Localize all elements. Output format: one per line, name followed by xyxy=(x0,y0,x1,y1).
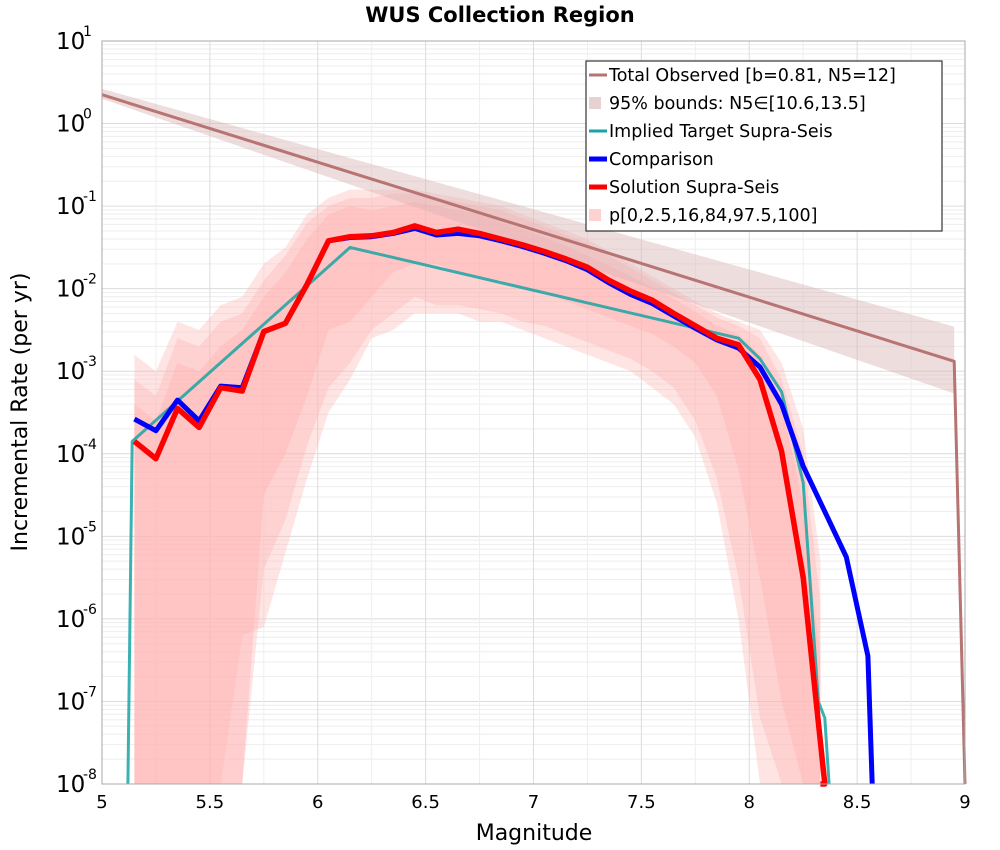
legend-box xyxy=(585,60,943,232)
x-axis-ticks: 5 5.5 6 6.5 7 7.5 8 8.5 9 xyxy=(96,792,970,813)
y-tick-label: 10-6 xyxy=(56,602,97,633)
y-tick-label: 101 xyxy=(56,24,92,55)
legend-swatch xyxy=(589,209,601,221)
x-axis-label: Magnitude xyxy=(476,821,593,846)
legend-label: Solution Supra-Seis xyxy=(609,178,779,198)
y-tick-base: 10 xyxy=(56,29,85,55)
y-tick-label: 10-8 xyxy=(56,767,97,798)
legend-label: Implied Target Supra-Seis xyxy=(609,122,833,142)
chart-title: WUS Collection Region xyxy=(365,3,635,27)
legend-entry: Solution Supra-Seis xyxy=(589,178,779,198)
y-tick-exponent: -1 xyxy=(83,189,97,205)
y-tick-base: 10 xyxy=(56,689,85,715)
y-tick-exponent: 0 xyxy=(83,107,92,123)
y-tick-base: 10 xyxy=(56,194,85,220)
y-tick-label: 100 xyxy=(56,107,92,138)
percentile-bands xyxy=(102,88,955,785)
y-tick-base: 10 xyxy=(56,442,85,468)
y-axis-label: Incremental Rate (per yr) xyxy=(8,273,33,552)
x-tick-label: 9 xyxy=(959,792,970,813)
x-tick-label: 6.5 xyxy=(411,792,440,813)
y-tick-base: 10 xyxy=(56,772,85,798)
y-tick-exponent: -7 xyxy=(83,684,97,700)
y-tick-label: 10-3 xyxy=(56,354,97,385)
y-tick-base: 10 xyxy=(56,524,85,550)
y-tick-label: 10-7 xyxy=(56,684,97,715)
x-tick-label: 7 xyxy=(528,792,539,813)
legend: Total Observed [b=0.81, N5=12] 95% bounds… xyxy=(585,60,943,232)
y-tick-base: 10 xyxy=(56,359,85,385)
band-p0-p100 xyxy=(134,189,821,785)
y-tick-exponent: -4 xyxy=(83,437,97,453)
y-tick-exponent: -5 xyxy=(83,519,97,535)
legend-label: Comparison xyxy=(609,150,714,170)
y-tick-exponent: -6 xyxy=(83,602,97,618)
y-tick-base: 10 xyxy=(56,277,85,303)
x-tick-label: 5.5 xyxy=(196,792,225,813)
legend-entry: 95% bounds: N5∈[10.6,13.5] xyxy=(589,94,866,114)
series-line-implied-target-supra-seis xyxy=(126,245,831,785)
legend-label: 95% bounds: N5∈[10.6,13.5] xyxy=(609,94,866,114)
series-lines xyxy=(101,93,967,787)
x-tick-label: 5 xyxy=(96,792,107,813)
legend-swatch xyxy=(589,97,601,109)
x-tick-label: 7.5 xyxy=(627,792,656,813)
y-tick-exponent: -8 xyxy=(83,767,97,783)
band-95pct-bounds xyxy=(102,88,955,394)
legend-entry: Implied Target Supra-Seis xyxy=(589,122,833,142)
legend-entry: p[0,2.5,16,84,97.5,100] xyxy=(589,206,817,226)
y-tick-exponent: 1 xyxy=(83,24,92,40)
y-tick-label: 10-5 xyxy=(56,519,97,550)
x-tick-label: 8 xyxy=(744,792,755,813)
series-line-solution-supra-seis xyxy=(132,223,828,787)
x-tick-label: 6 xyxy=(312,792,323,813)
legend-label: Total Observed [b=0.81, N5=12] xyxy=(608,66,896,86)
y-tick-label: 10-1 xyxy=(56,189,97,220)
series-line-total-observed-b-0-81-n5-12 xyxy=(101,93,967,785)
legend-entry: Total Observed [b=0.81, N5=12] xyxy=(589,66,896,86)
x-tick-label: 8.5 xyxy=(843,792,872,813)
grid xyxy=(101,41,966,785)
legend-entry: Comparison xyxy=(589,150,714,170)
y-tick-label: 10-4 xyxy=(56,437,97,468)
y-tick-exponent: -3 xyxy=(83,354,97,370)
plot-frame xyxy=(101,40,966,785)
y-tick-exponent: -2 xyxy=(83,272,97,288)
band-p16-p84 xyxy=(134,202,821,784)
y-tick-base: 10 xyxy=(56,112,85,138)
y-tick-base: 10 xyxy=(56,607,85,633)
band-p2.5-p97.5 xyxy=(134,193,821,784)
y-tick-label: 10-2 xyxy=(56,272,97,303)
legend-label: p[0,2.5,16,84,97.5,100] xyxy=(609,206,817,226)
